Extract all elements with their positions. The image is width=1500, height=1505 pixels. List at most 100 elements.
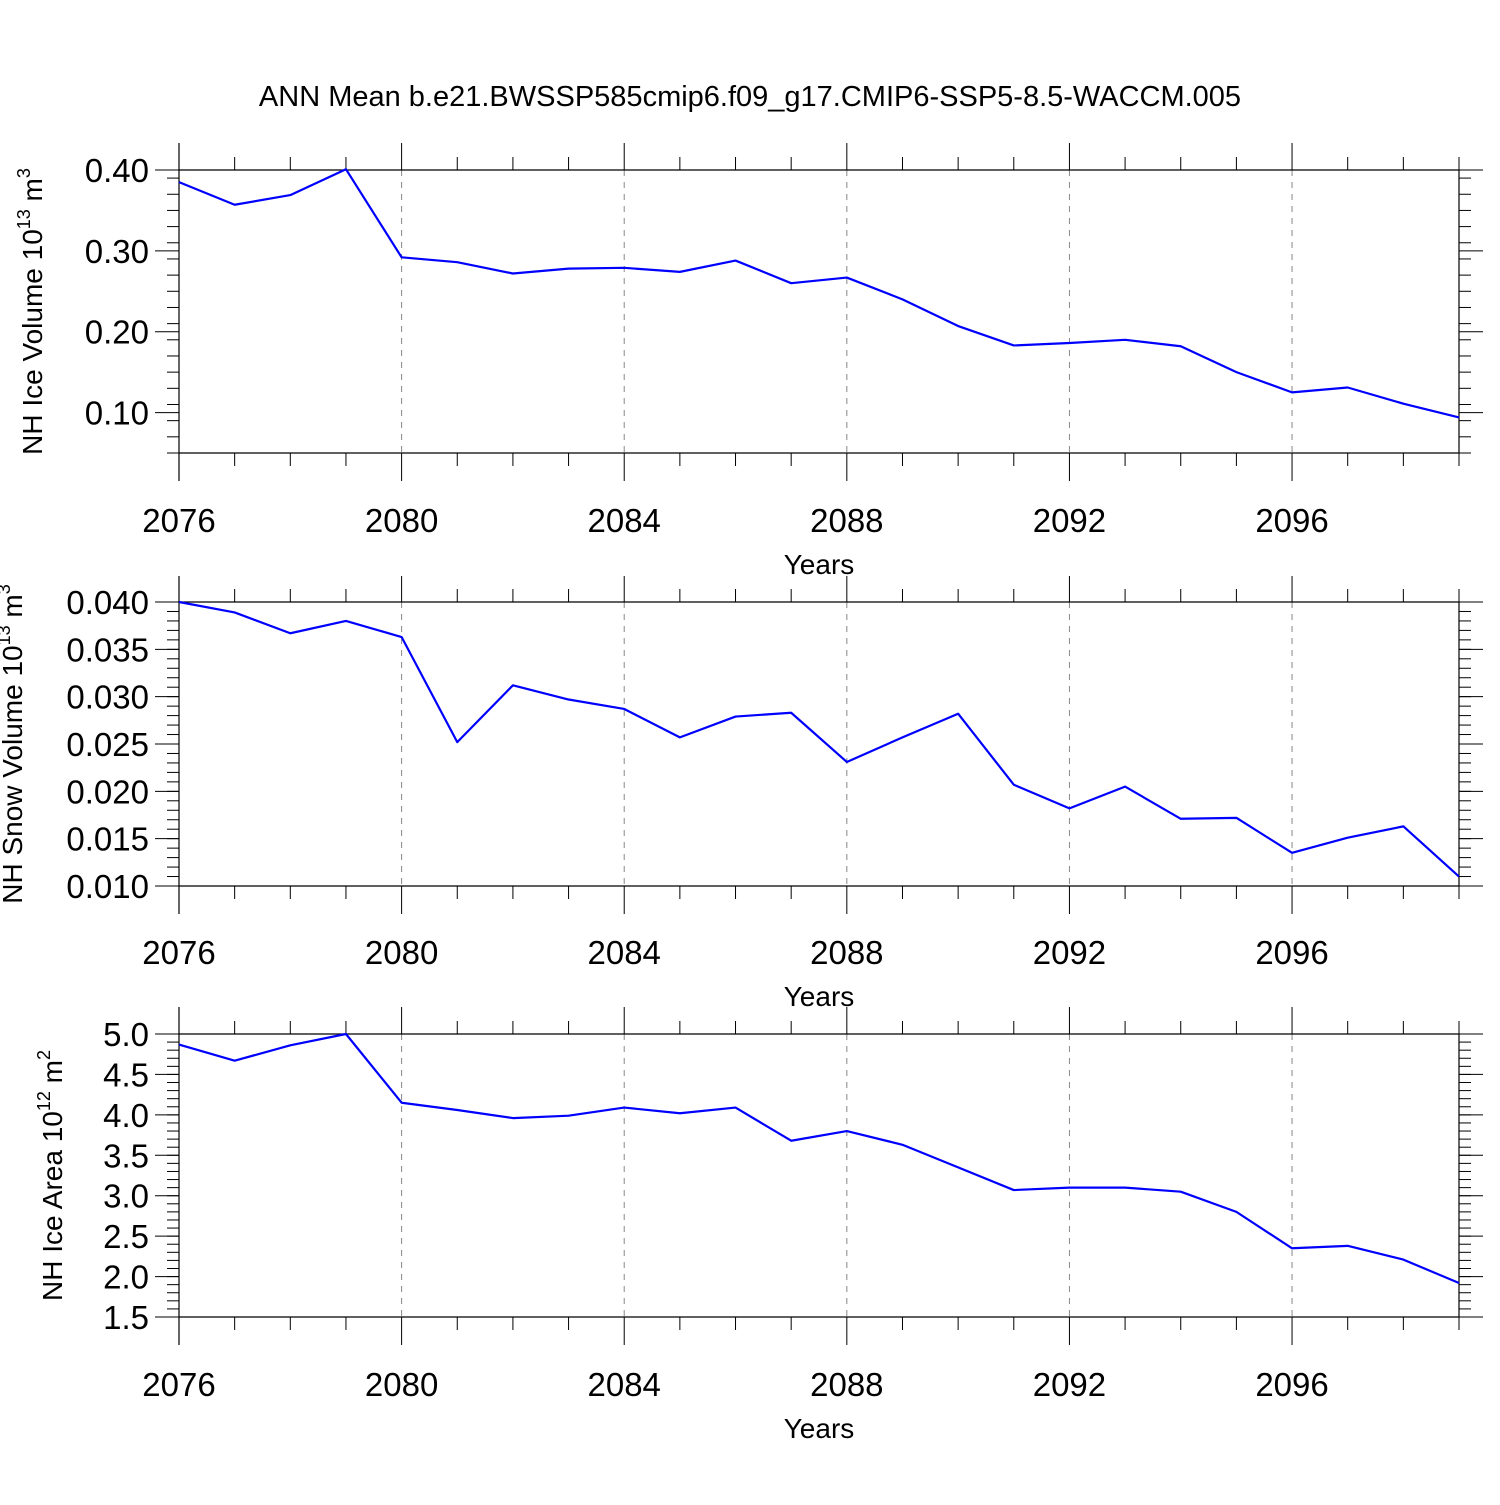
data-point (1234, 816, 1238, 820)
data-point (1067, 341, 1071, 345)
x-axis-label: Years (784, 549, 855, 580)
data-point (288, 1043, 292, 1047)
data-point (344, 619, 348, 623)
data-point (1457, 1281, 1461, 1285)
y-tick-label: 0.040 (66, 584, 149, 621)
y-axis-label: NH Ice Area 1012 m2 (34, 1050, 68, 1301)
data-point (900, 297, 904, 301)
y-axis-label-exponent: 13 (0, 625, 14, 645)
data-point (1234, 370, 1238, 374)
data-point (1012, 1188, 1016, 1192)
data-point (956, 712, 960, 716)
y-axis-label-unit-exponent: 3 (0, 584, 14, 594)
x-tick-label: 2084 (588, 502, 661, 539)
data-point (622, 1106, 626, 1110)
y-axis-label-unit: m (0, 594, 28, 625)
data-point (1401, 402, 1405, 406)
x-tick-label: 2076 (142, 502, 215, 539)
panel-2: 2076 2080 2084 2088 2092 2096 0.010 0.015 0.020 0… (0, 576, 1483, 1012)
y-tick-label: 0.010 (66, 868, 149, 905)
y-tick-label: 0.10 (85, 395, 149, 432)
x-tick-label: 2092 (1033, 1366, 1106, 1403)
data-point (233, 203, 237, 207)
data-point (622, 707, 626, 711)
x-tick-label: 2076 (142, 934, 215, 971)
x-tick-label: 2076 (142, 1366, 215, 1403)
y-tick-label: 0.30 (85, 233, 149, 270)
panel-1: 2076 2080 2084 2088 2092 2096 0.10 0.20 0.30 0.40… (14, 143, 1483, 580)
data-point (400, 255, 404, 259)
x-tick-label: 2096 (1255, 502, 1328, 539)
y-tick-label: 3.5 (103, 1137, 149, 1174)
figure-title: ANN Mean b.e21.BWSSP585cmip6.f09_g17.CMI… (259, 81, 1241, 113)
data-point (1179, 1190, 1183, 1194)
data-point (734, 715, 738, 719)
data-point (845, 760, 849, 764)
data-point (1290, 390, 1294, 394)
y-axis-label-exponent: 12 (34, 1091, 54, 1111)
data-point (789, 281, 793, 285)
data-point (1457, 415, 1461, 419)
x-tick-label: 2096 (1255, 934, 1328, 971)
x-tick-label: 2080 (365, 502, 438, 539)
data-point (1457, 875, 1461, 879)
data-point (1290, 1246, 1294, 1250)
data-point (1012, 343, 1016, 347)
y-axis-label-unit-exponent: 2 (34, 1050, 54, 1060)
data-point (288, 193, 292, 197)
y-tick-label: 5.0 (103, 1016, 149, 1053)
data-point (455, 1108, 459, 1112)
y-tick-label: 0.20 (85, 314, 149, 351)
data-point (177, 1043, 181, 1047)
data-point (1067, 1186, 1071, 1190)
data-point (845, 276, 849, 280)
data-point (1401, 824, 1405, 828)
y-axis-label-unit: m (17, 178, 48, 209)
data-point (344, 1032, 348, 1036)
data-point (678, 270, 682, 274)
y-tick-label: 2.0 (103, 1259, 149, 1296)
data-point (233, 610, 237, 614)
y-axis-label: NH Snow Volume 1013 m3 (0, 584, 28, 904)
x-tick-label: 2080 (365, 1366, 438, 1403)
x-axis-label: Years (784, 1413, 855, 1444)
x-tick-label: 2088 (810, 502, 883, 539)
data-point (1067, 806, 1071, 810)
data-point (956, 1165, 960, 1169)
data-point (1012, 783, 1016, 787)
data-point (511, 271, 515, 275)
y-tick-label: 0.020 (66, 773, 149, 810)
y-axis-label-base: NH Snow Volume 10 (0, 645, 28, 903)
x-tick-label: 2088 (810, 934, 883, 971)
data-point (956, 324, 960, 328)
data-point (400, 1101, 404, 1105)
x-tick-label: 2080 (365, 934, 438, 971)
data-point (1346, 386, 1350, 390)
y-axis-label-base: NH Ice Area 10 (37, 1111, 68, 1301)
data-point (233, 1059, 237, 1063)
data-point (1346, 836, 1350, 840)
data-point (734, 259, 738, 263)
x-axis-label: Years (784, 981, 855, 1012)
y-tick-label: 1.5 (103, 1299, 149, 1336)
data-point (567, 267, 571, 271)
data-point (567, 698, 571, 702)
data-point (1234, 1210, 1238, 1214)
data-point (1179, 344, 1183, 348)
data-point (1123, 338, 1127, 342)
panels: 2076 2080 2084 2088 2092 2096 0.10 0.20 0.30 0.40… (0, 143, 1483, 1444)
data-point (177, 180, 181, 184)
data-point (1123, 785, 1127, 789)
x-tick-label: 2096 (1255, 1366, 1328, 1403)
data-point (734, 1106, 738, 1110)
panel-3: 2076 2080 2084 2088 2092 20961.52.02.53.03.54… (34, 1007, 1483, 1444)
x-tick-label: 2088 (810, 1366, 883, 1403)
data-point (567, 1114, 571, 1118)
y-tick-label: 2.5 (103, 1218, 149, 1255)
data-point (789, 1139, 793, 1143)
data-point (455, 260, 459, 264)
series-line (178, 168, 1460, 419)
y-axis-label-unit-exponent: 3 (14, 168, 34, 178)
